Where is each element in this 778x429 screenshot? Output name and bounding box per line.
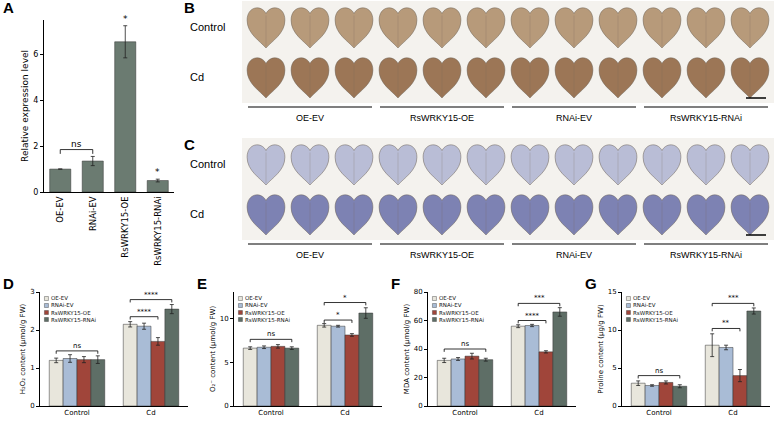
- svg-text:5: 5: [612, 364, 616, 372]
- svg-text:0: 0: [224, 402, 228, 410]
- svg-text:O₂⁻ content (μmol/g FW): O₂⁻ content (μmol/g FW): [209, 306, 217, 392]
- svg-text:Control: Control: [190, 21, 225, 33]
- svg-text:Proline content (μg/g FW): Proline content (μg/g FW): [597, 304, 605, 394]
- svg-text:RNAi-EV: RNAi-EV: [439, 302, 462, 308]
- svg-text:RsWRKY15-OE: RsWRKY15-OE: [633, 310, 673, 316]
- svg-text:4: 4: [33, 96, 38, 105]
- svg-text:***: ***: [534, 294, 545, 302]
- svg-text:OE-EV: OE-EV: [51, 295, 68, 301]
- svg-text:MDA content (μmol/g FW): MDA content (μmol/g FW): [403, 304, 411, 395]
- svg-text:RsWRKY15-OE: RsWRKY15-OE: [120, 196, 130, 257]
- svg-text:*: *: [343, 294, 347, 302]
- svg-text:0: 0: [33, 188, 38, 197]
- svg-text:RsWRKY15-RNAi: RsWRKY15-RNAi: [670, 113, 742, 123]
- svg-text:*: *: [155, 167, 160, 177]
- svg-text:**: **: [722, 319, 730, 327]
- svg-text:ns: ns: [461, 340, 469, 348]
- svg-text:60: 60: [414, 317, 423, 325]
- svg-text:****: ****: [137, 308, 152, 316]
- svg-text:Control: Control: [258, 409, 283, 417]
- svg-text:Control: Control: [64, 409, 89, 417]
- svg-text:40: 40: [414, 345, 423, 353]
- svg-text:Control: Control: [452, 409, 477, 417]
- svg-text:RsWRKY15-RNAi: RsWRKY15-RNAi: [439, 317, 484, 323]
- svg-text:Control: Control: [646, 409, 671, 417]
- svg-text:****: ****: [144, 291, 159, 299]
- svg-text:RNAi-EV: RNAi-EV: [556, 250, 592, 260]
- svg-text:*: *: [336, 311, 340, 319]
- svg-text:Cd: Cd: [728, 409, 737, 417]
- svg-text:6: 6: [33, 50, 38, 59]
- html-text:G: G: [585, 275, 597, 292]
- svg-text:ns: ns: [267, 330, 275, 338]
- svg-text:RsWRKY15-OE: RsWRKY15-OE: [410, 250, 474, 260]
- html-text:B: B: [184, 0, 195, 16]
- svg-text:H₂O₂ content (μmol/g FW): H₂O₂ content (μmol/g FW): [19, 303, 27, 394]
- svg-text:OE-EV: OE-EV: [633, 295, 650, 301]
- svg-text:RsWRKY15-RNAi: RsWRKY15-RNAi: [245, 317, 290, 323]
- svg-text:*: *: [123, 14, 128, 24]
- svg-text:***: ***: [728, 294, 739, 302]
- svg-text:Cd: Cd: [190, 208, 204, 220]
- svg-text:RNAi-EV: RNAi-EV: [51, 302, 74, 308]
- svg-text:RNAi-EV: RNAi-EV: [88, 196, 98, 231]
- svg-text:RsWRKY15-OE: RsWRKY15-OE: [410, 113, 474, 123]
- svg-text:RsWRKY15-RNAi: RsWRKY15-RNAi: [51, 317, 96, 323]
- svg-text:RNAi-EV: RNAi-EV: [633, 302, 656, 308]
- svg-text:RsWRKY15-RNAi: RsWRKY15-RNAi: [633, 317, 678, 323]
- html-text:F: F: [391, 275, 401, 292]
- svg-text:Control: Control: [190, 158, 225, 170]
- svg-text:2: 2: [33, 142, 38, 151]
- svg-text:RNAi-EV: RNAi-EV: [556, 113, 592, 123]
- svg-text:Relative expression level: Relative expression level: [20, 50, 30, 162]
- svg-text:10: 10: [608, 326, 617, 334]
- svg-text:Cd: Cd: [340, 409, 349, 417]
- html-text:A: A: [3, 0, 14, 16]
- svg-text:RsWRKY15-OE: RsWRKY15-OE: [51, 310, 91, 316]
- svg-text:OE-EV: OE-EV: [296, 250, 324, 260]
- svg-text:ns: ns: [73, 342, 81, 350]
- svg-text:3: 3: [30, 288, 34, 296]
- svg-text:Cd: Cd: [190, 71, 204, 83]
- svg-text:0: 0: [30, 402, 34, 410]
- svg-text:15: 15: [608, 288, 617, 296]
- svg-text:RsWRKY15-OE: RsWRKY15-OE: [439, 310, 479, 316]
- svg-text:RsWRKY15-RNAi: RsWRKY15-RNAi: [153, 196, 163, 265]
- svg-text:20: 20: [414, 374, 423, 382]
- svg-text:RNAi-EV: RNAi-EV: [245, 302, 268, 308]
- svg-text:OE-EV: OE-EV: [245, 295, 262, 301]
- svg-text:1: 1: [30, 364, 34, 372]
- svg-text:****: ****: [525, 312, 540, 320]
- svg-text:OE-EV: OE-EV: [55, 196, 65, 222]
- svg-text:Cd: Cd: [534, 409, 543, 417]
- html-text:D: D: [3, 275, 14, 292]
- html-text:E: E: [197, 275, 207, 292]
- svg-text:Cd: Cd: [146, 409, 155, 417]
- svg-text:OE-EV: OE-EV: [439, 295, 456, 301]
- svg-text:2: 2: [30, 326, 34, 334]
- svg-text:OE-EV: OE-EV: [296, 113, 324, 123]
- svg-text:10: 10: [220, 315, 229, 323]
- svg-text:0: 0: [418, 402, 422, 410]
- svg-text:RsWRKY15-OE: RsWRKY15-OE: [245, 310, 285, 316]
- svg-text:0: 0: [612, 402, 616, 410]
- svg-text:5: 5: [224, 359, 228, 367]
- html-text:C: C: [184, 136, 195, 153]
- svg-text:ns: ns: [71, 139, 82, 149]
- svg-text:ns: ns: [655, 367, 663, 375]
- svg-text:RsWRKY15-RNAi: RsWRKY15-RNAi: [670, 250, 742, 260]
- svg-text:80: 80: [414, 288, 423, 296]
